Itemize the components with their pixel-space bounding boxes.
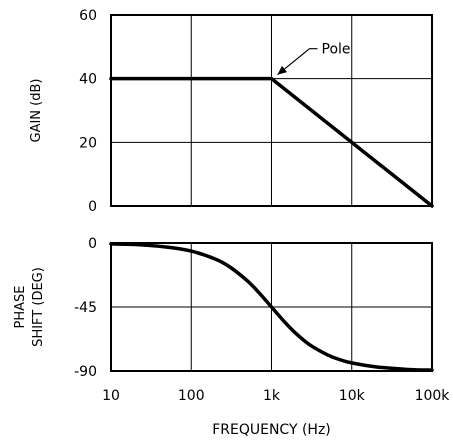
phase-y-tick-label: -90 (74, 364, 97, 380)
gain-grid (111, 15, 432, 206)
gain-y-tick-label: 60 (79, 8, 97, 24)
phase-y-tick-label: 0 (88, 236, 97, 252)
phase-plot-frame (110, 242, 433, 372)
x-tick-label: 100k (415, 388, 451, 404)
x-ticks: 10 100 1k 10k 100k (102, 388, 450, 404)
pole-annotation-label: Pole (322, 42, 351, 58)
phase-y-axis-label-line-2: SHIFT (DEG) (31, 267, 46, 347)
gain-y-tick-label: 40 (79, 72, 97, 88)
phase-y-tick-label: -45 (74, 300, 97, 316)
gain-y-tick-label: 0 (88, 199, 97, 215)
gain-panel: 0 20 40 60 Pole GAIN (dB) (29, 8, 434, 215)
x-tick-label: 1k (263, 388, 281, 404)
phase-panel: 0 -45 -90 PHASE SHIFT (DEG) (13, 236, 434, 380)
x-tick-label: 100 (178, 388, 205, 404)
gain-y-tick-label: 20 (79, 135, 97, 151)
pole-annotation-arrow (277, 65, 288, 75)
x-tick-label: 10k (339, 388, 366, 404)
phase-curve (109, 242, 434, 372)
gain-curve (109, 76, 434, 208)
phase-y-ticks: 0 -45 -90 (74, 236, 97, 380)
pole-annotation-leader (277, 48, 318, 76)
gain-y-axis-label: GAIN (dB) (29, 79, 44, 143)
x-tick-label: 10 (102, 388, 120, 404)
phase-y-axis-label-line-1: PHASE (13, 286, 28, 329)
gain-plot-frame (110, 14, 433, 207)
x-axis-label: FREQUENCY (Hz) (212, 422, 331, 438)
gain-y-ticks: 0 20 40 60 (79, 8, 97, 215)
